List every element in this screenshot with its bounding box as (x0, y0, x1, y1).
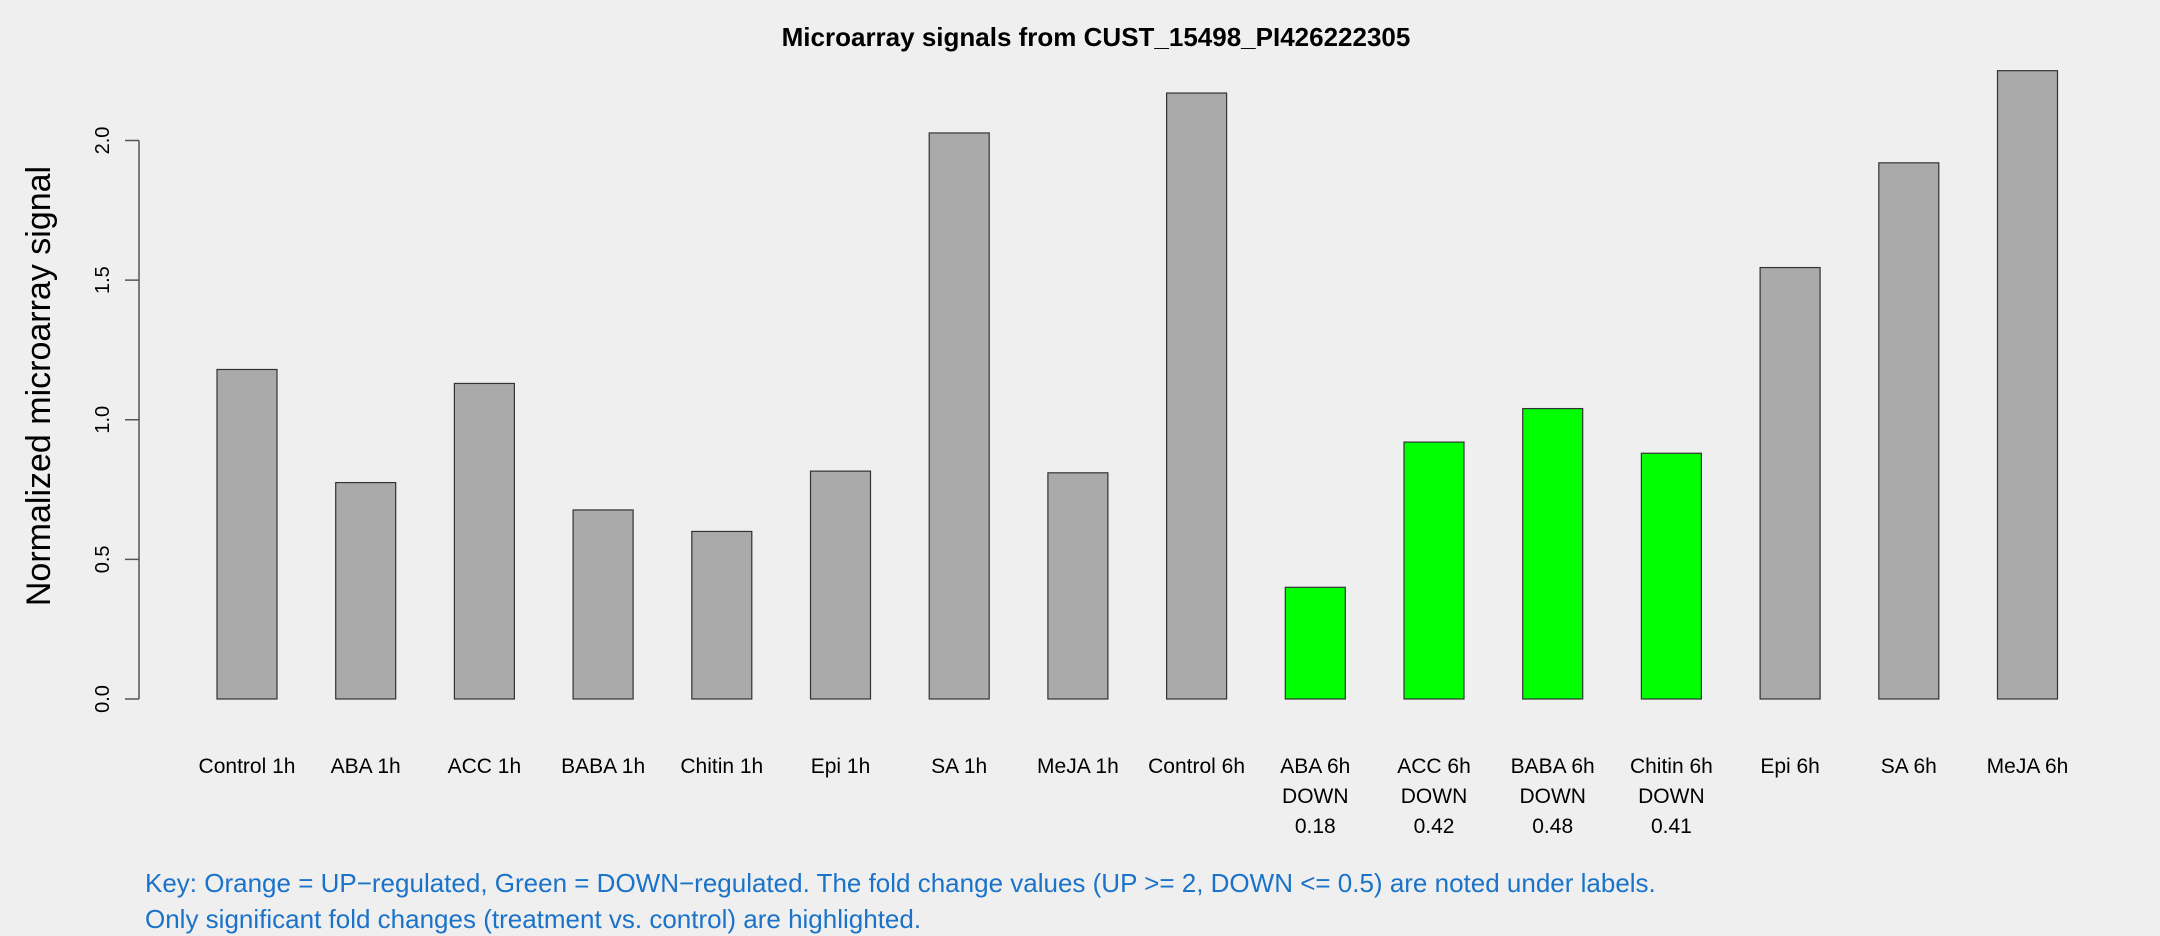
category-label: ABA 1h (331, 755, 401, 778)
y-tick-label: 0.0 (92, 685, 114, 713)
regulation-label: DOWN (1282, 785, 1349, 808)
category-label: ACC 1h (448, 755, 522, 778)
category-label: BABA 1h (561, 755, 645, 778)
category-label: Control 6h (1148, 755, 1245, 778)
bar (1996, 70, 2059, 700)
bar (691, 530, 753, 700)
bar (572, 509, 634, 700)
chart-title: Microarray signals from CUST_15498_PI426… (782, 22, 1411, 52)
bar (1165, 92, 1228, 700)
regulation-label: DOWN (1519, 785, 1586, 808)
category-labels: Control 1h ABA 1h ACC 1h BABA 1h Chitin 1h Ep… (199, 755, 2069, 838)
category-label: SA 1h (931, 755, 987, 778)
bar (1522, 407, 1584, 700)
y-tick-label: 1.5 (92, 266, 114, 294)
category-label: Control 1h (199, 755, 296, 778)
category-label: ABA 6h (1280, 755, 1350, 778)
y-axis-label: Normalized microarray signal (20, 166, 58, 606)
bar (928, 132, 990, 700)
category-label: Epi 1h (811, 755, 871, 778)
bar (335, 481, 397, 700)
category-label: Chitin 6h (1630, 755, 1713, 778)
category-label: ACC 6h (1397, 755, 1471, 778)
fold-change-label: 0.42 (1414, 815, 1455, 838)
category-label: BABA 6h (1511, 755, 1595, 778)
category-label: MeJA 1h (1037, 755, 1119, 778)
fold-change-label: 0.18 (1295, 815, 1336, 838)
y-tick-label: 2.0 (92, 127, 114, 155)
category-label: SA 6h (1881, 755, 1937, 778)
y-axis: 0.0 0.5 1.0 1.5 2.0 (92, 127, 140, 713)
bar (1640, 452, 1703, 700)
y-tick-label: 1.0 (92, 406, 114, 434)
bar (453, 382, 515, 700)
key-line-1: Key: Orange = UP−regulated, Green = DOWN… (145, 868, 1656, 898)
bar (1403, 441, 1465, 700)
key-line-2: Only significant fold changes (treatment… (145, 904, 921, 934)
bar (1878, 162, 1940, 700)
category-label: MeJA 6h (1987, 755, 2069, 778)
bar (216, 368, 278, 700)
bars (216, 70, 2059, 700)
category-label: Epi 6h (1760, 755, 1820, 778)
regulation-label: DOWN (1638, 785, 1705, 808)
bar (1047, 472, 1109, 700)
fold-change-label: 0.41 (1651, 815, 1692, 838)
category-label: Chitin 1h (680, 755, 763, 778)
regulation-label: DOWN (1401, 785, 1468, 808)
bar (1284, 586, 1346, 700)
bar (809, 470, 872, 700)
bar (1759, 266, 1821, 700)
y-tick-label: 0.5 (92, 545, 114, 573)
fold-change-label: 0.48 (1532, 815, 1573, 838)
